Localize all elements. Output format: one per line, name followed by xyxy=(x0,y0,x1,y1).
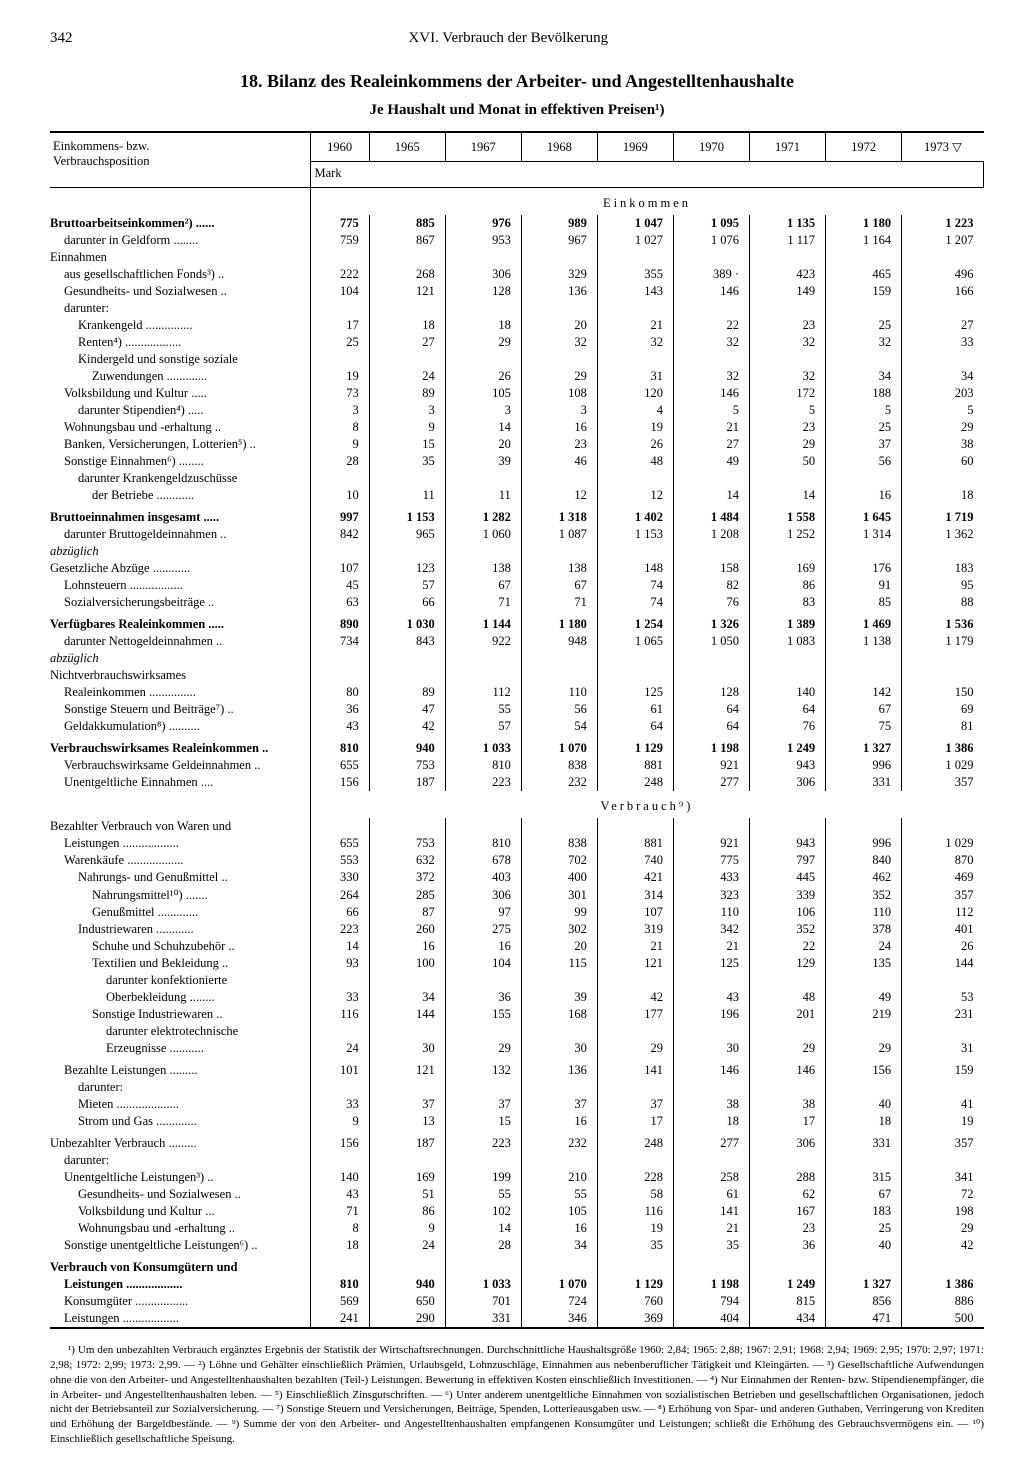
chapter-title: XVI. Verbrauch der Bevölkerung xyxy=(73,30,945,47)
year-col: 1965 xyxy=(369,132,445,162)
year-col: 1967 xyxy=(445,132,521,162)
table-row: aus gesellschaftlichen Fonds³) ..2222683… xyxy=(50,266,984,283)
table-title: 18. Bilanz des Realeinkommens der Arbeit… xyxy=(50,71,984,92)
table-row: Gesetzliche Abzüge ............107123138… xyxy=(50,560,984,577)
table-row: Strom und Gas .............9131516171817… xyxy=(50,1113,984,1130)
table-row: Erzeugnisse ...........24302930293029293… xyxy=(50,1040,984,1057)
table-row: Sonstige Steuern und Beiträge⁷) ..364755… xyxy=(50,701,984,718)
table-row: Leistungen ..................8109401 033… xyxy=(50,1276,984,1293)
year-col: 1968 xyxy=(521,132,597,162)
table-row: Nahrungsmittel¹⁰) .......264285306301314… xyxy=(50,886,984,904)
section-header: Einkommen xyxy=(50,188,984,216)
year-header-row: Einkommens- bzw.Verbrauchsposition 1960 … xyxy=(50,132,984,162)
table-row: darunter: xyxy=(50,300,984,317)
year-col: 1973 ▽ xyxy=(902,132,984,162)
table-row: darunter Nettogeldeinnahmen ..7348439229… xyxy=(50,633,984,650)
table-row: Realeinkommen ...............80891121101… xyxy=(50,684,984,701)
table-row: Leistungen ..................24129033134… xyxy=(50,1310,984,1328)
table-row: Verbrauch von Konsumgütern und xyxy=(50,1254,984,1276)
table-row: Kindergeld und sonstige soziale xyxy=(50,351,984,368)
table-row: darunter elektrotechnische xyxy=(50,1023,984,1040)
table-row: Einnahmen xyxy=(50,249,984,266)
table-row: Banken, Versicherungen, Lotterien⁵) ..91… xyxy=(50,436,984,453)
table-row: Sonstige unentgeltliche Leistungen⁶) ..1… xyxy=(50,1237,984,1254)
table-row: Bruttoeinnahmen insgesamt .....9971 1531… xyxy=(50,504,984,526)
table-row: Renten⁴) ..................2527293232323… xyxy=(50,334,984,351)
table-subtitle: Je Haushalt und Monat in effektiven Prei… xyxy=(50,102,984,119)
table-row: Bezahlte Leistungen .........10112113213… xyxy=(50,1057,984,1079)
section-header: Verbrauch⁹) xyxy=(50,791,984,818)
table-row: Sonstige Industriewaren ..11614415516817… xyxy=(50,1006,984,1023)
table-row: darunter Stipendien⁴) .....333345555 xyxy=(50,402,984,419)
table-row: Zuwendungen .............192426293132323… xyxy=(50,368,984,385)
table-row: Schuhe und Schuhzubehör ..14161620212122… xyxy=(50,938,984,955)
table-row: Unentgeltliche Leistungen³) ..1401691992… xyxy=(50,1169,984,1186)
row-label-header: Einkommens- bzw.Verbrauchsposition xyxy=(50,132,310,188)
table-row: darunter in Geldform ........75986795396… xyxy=(50,232,984,249)
table-row: Oberbekleidung ........33343639424348495… xyxy=(50,989,984,1006)
table-row: Verfügbares Realeinkommen .....8901 0301… xyxy=(50,611,984,633)
table-row: Genußmittel .............668797991071101… xyxy=(50,904,984,921)
year-col: 1970 xyxy=(673,132,749,162)
footnote: ¹) Um den unbezahlten Verbrauch ergänzte… xyxy=(50,1343,984,1447)
table-row: Volksbildung und Kultur .....73891051081… xyxy=(50,385,984,402)
table-row: Sonstige Einnahmen⁶) ........28353946484… xyxy=(50,453,984,470)
table-row: Unbezahlter Verbrauch .........156187223… xyxy=(50,1130,984,1152)
table-row: Krankengeld ...............1718182021222… xyxy=(50,317,984,334)
table-row: Nichtverbrauchswirksames xyxy=(50,667,984,684)
table-row: Bruttoarbeitseinkommen²) ......775885976… xyxy=(50,215,984,232)
table-row: Wohnungsbau und -erhaltung ..89141619212… xyxy=(50,1220,984,1237)
table-row: darunter: xyxy=(50,1079,984,1096)
table-row: darunter konfektionierte xyxy=(50,972,984,989)
table-row: Bezahlter Verbrauch von Waren und xyxy=(50,818,984,835)
year-col: 1971 xyxy=(750,132,826,162)
table-row: darunter Bruttogeldeinnahmen ..8429651 0… xyxy=(50,526,984,543)
page-number: 342 xyxy=(50,30,73,47)
balance-table: Einkommens- bzw.Verbrauchsposition 1960 … xyxy=(50,131,984,1329)
table-row: darunter Krankengeldzuschüsse xyxy=(50,470,984,487)
table-row: darunter: xyxy=(50,1152,984,1169)
year-col: 1969 xyxy=(597,132,673,162)
table-row: Unentgeltliche Einnahmen ....15618722323… xyxy=(50,774,984,791)
table-row: Verbrauchswirksames Realeinkommen ..8109… xyxy=(50,735,984,757)
table-row: abzüglich xyxy=(50,543,984,560)
table-row: Gesundheits- und Sozialwesen ..104121128… xyxy=(50,283,984,300)
table-row: Volksbildung und Kultur ...7186102105116… xyxy=(50,1203,984,1220)
year-col: 1960 xyxy=(310,132,369,162)
unit-label: Mark xyxy=(310,162,984,188)
table-row: Sozialversicherungsbeiträge ..6366717174… xyxy=(50,594,984,611)
table-row: Mieten ....................3337373737383… xyxy=(50,1096,984,1113)
year-col: 1972 xyxy=(826,132,902,162)
table-row: abzüglich xyxy=(50,650,984,667)
page-header: 342 XVI. Verbrauch der Bevölkerung xyxy=(50,30,984,47)
table-row: Konsumgüter .................56965070172… xyxy=(50,1293,984,1310)
table-row: Nahrungs- und Genußmittel ..330372403400… xyxy=(50,869,984,886)
table-row: Verbrauchswirksame Geldeinnahmen ..65575… xyxy=(50,757,984,774)
table-row: Textilien und Bekleidung ..9310010411512… xyxy=(50,955,984,972)
table-row: Lohnsteuern .................45576767748… xyxy=(50,577,984,594)
table-row: Warenkäufe ..................55363267870… xyxy=(50,852,984,869)
table-row: Gesundheits- und Sozialwesen ..435155555… xyxy=(50,1186,984,1203)
table-row: Geldakkumulation⁸) ..........43425754646… xyxy=(50,718,984,735)
table-row: Wohnungsbau und -erhaltung ..89141619212… xyxy=(50,419,984,436)
table-row: Industriewaren ............2232602753023… xyxy=(50,921,984,938)
table-row: Leistungen ..................65575381083… xyxy=(50,835,984,852)
table-row: der Betriebe ............101111121214141… xyxy=(50,487,984,504)
